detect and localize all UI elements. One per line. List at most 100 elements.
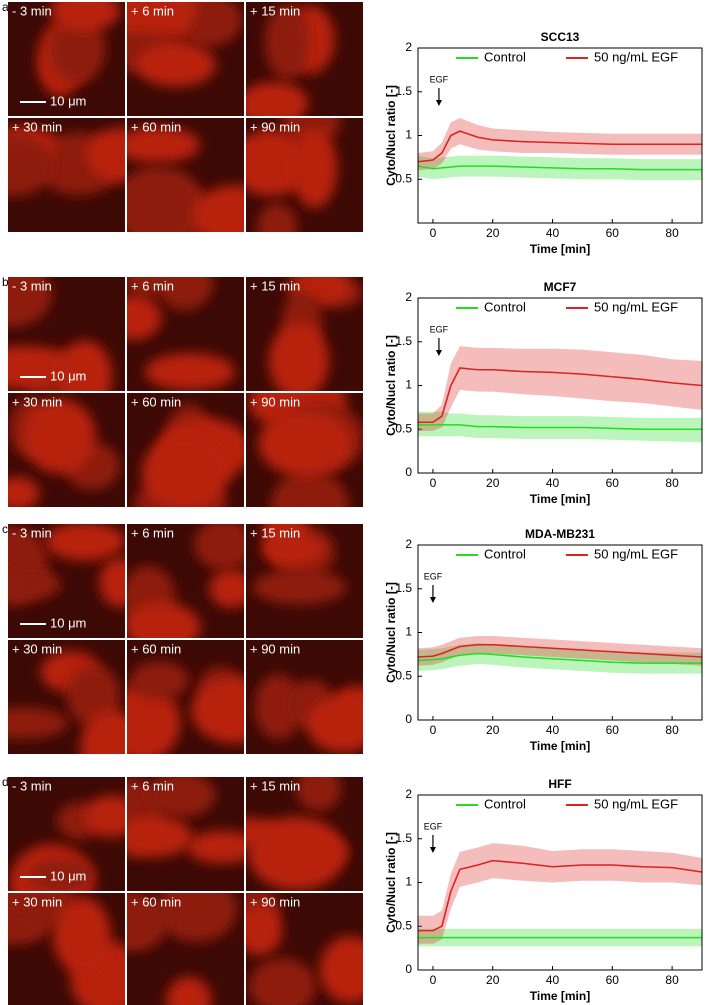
cells <box>127 393 244 507</box>
time-label: + 30 min <box>12 641 62 656</box>
cells <box>8 777 125 891</box>
legend-label: Control <box>484 49 526 64</box>
arrow-head <box>435 350 442 356</box>
cells <box>127 640 244 754</box>
mean-line <box>418 424 702 431</box>
cell <box>8 568 61 600</box>
cell <box>261 533 326 566</box>
x-tick-label: 60 <box>606 226 620 240</box>
x-tick-label: 80 <box>665 226 679 240</box>
y-tick-label: 1 <box>405 625 412 639</box>
chart-title: MDA-MB231 <box>525 527 595 541</box>
x-tick-label: 20 <box>486 476 500 490</box>
mean-line <box>418 367 703 424</box>
cell <box>146 777 216 818</box>
micrograph <box>127 524 244 638</box>
error-band <box>418 643 702 674</box>
cells <box>246 393 363 507</box>
time-label: + 6 min <box>131 3 174 18</box>
cell <box>319 936 363 1004</box>
panel-label: d. <box>2 775 12 789</box>
annotation: EGF <box>424 821 443 831</box>
micrograph <box>246 640 363 754</box>
mean-line <box>417 643 703 658</box>
cell <box>258 410 352 477</box>
micrograph <box>246 777 363 891</box>
x-tick-label: 0 <box>430 973 437 987</box>
y-axis-label: Cyto/Nucl ratio [-] <box>384 832 398 933</box>
annotation: EGF <box>430 74 449 84</box>
cell <box>48 14 106 84</box>
micrograph <box>246 893 363 1005</box>
time-label: + 15 min <box>250 278 300 293</box>
cell <box>8 133 54 197</box>
cell <box>52 896 111 974</box>
micrograph <box>8 277 125 391</box>
micrograph <box>246 118 363 232</box>
micrograph <box>8 393 125 507</box>
micrograph <box>8 524 125 638</box>
cell <box>127 893 169 951</box>
cells <box>8 118 125 232</box>
legend-label: 50 ng/mL EGF <box>594 546 678 561</box>
cell <box>193 524 244 570</box>
cell <box>270 470 349 507</box>
panel-label: b. <box>2 275 12 289</box>
cell <box>8 707 69 739</box>
micrograph <box>246 524 363 638</box>
cells <box>246 640 363 754</box>
micrograph <box>127 393 244 507</box>
cell <box>306 696 363 753</box>
cell <box>58 340 113 391</box>
cell <box>268 322 329 391</box>
x-tick-label: 0 <box>430 226 437 240</box>
y-tick-label: 0 <box>405 465 412 479</box>
cell <box>144 353 236 391</box>
x-tick-label: 40 <box>546 476 560 490</box>
cells <box>127 893 244 1005</box>
cell <box>127 126 201 164</box>
cell <box>186 830 244 864</box>
scale-bar-label: 10 μm <box>50 368 86 383</box>
cell <box>246 81 309 116</box>
cell <box>49 2 120 32</box>
legend-label: Control <box>484 299 526 314</box>
y-tick-label: 0.5 <box>395 421 412 435</box>
time-label: + 15 min <box>250 3 300 18</box>
x-tick-label: 0 <box>430 476 437 490</box>
cells <box>246 524 363 638</box>
error-band <box>418 118 702 171</box>
chart-title: MCF7 <box>544 280 577 294</box>
time-label: + 60 min <box>131 641 181 656</box>
x-axis-label: Time [min] <box>530 989 590 1003</box>
micrograph <box>127 118 244 232</box>
time-label: + 60 min <box>131 894 181 909</box>
x-tick-label: 80 <box>665 723 679 737</box>
y-tick-label: 0.5 <box>395 171 412 185</box>
x-tick-label: 80 <box>665 973 679 987</box>
legend-label: Control <box>484 796 526 811</box>
micrograph <box>8 893 125 1005</box>
time-label: + 15 min <box>250 525 300 540</box>
cells <box>8 524 125 638</box>
time-label: + 60 min <box>131 394 181 409</box>
cell <box>254 674 303 740</box>
time-label: + 15 min <box>250 778 300 793</box>
cell <box>127 166 205 232</box>
cells <box>246 777 363 891</box>
cell <box>127 295 162 340</box>
time-label: + 90 min <box>250 641 300 656</box>
panel-label: a. <box>2 0 12 14</box>
y-tick-label: 2 <box>405 537 412 551</box>
cell <box>99 557 125 608</box>
cell <box>209 569 244 608</box>
cells <box>127 2 244 116</box>
cells <box>8 277 125 391</box>
micrograph <box>127 893 244 1005</box>
cell <box>84 795 125 838</box>
y-axis-label: Cyto/Nucl ratio [-] <box>384 335 398 436</box>
micrograph <box>246 277 363 391</box>
y-tick-label: 0.5 <box>395 668 412 682</box>
y-tick-label: 1 <box>405 128 412 142</box>
cell <box>8 277 53 328</box>
